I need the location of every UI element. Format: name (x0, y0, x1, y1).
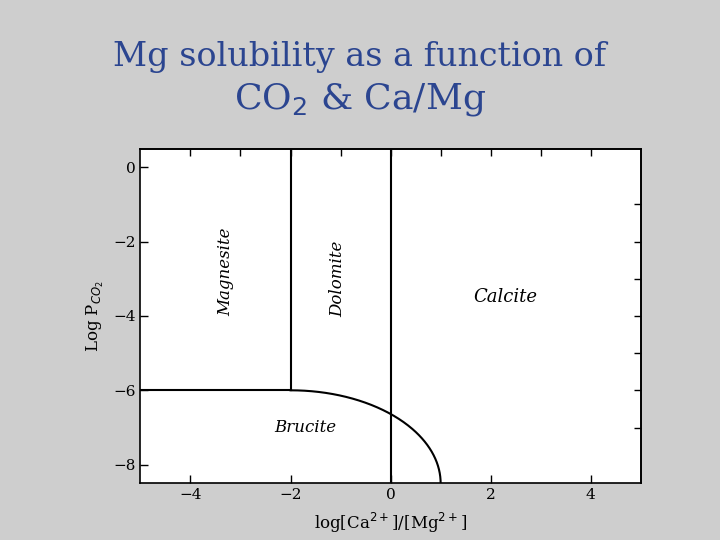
Text: CO$_2$ & Ca/Mg: CO$_2$ & Ca/Mg (234, 82, 486, 118)
Y-axis label: Log P$_{CO_2}$: Log P$_{CO_2}$ (85, 280, 106, 352)
X-axis label: log[Ca$^{2+}$]/[Mg$^{2+}$]: log[Ca$^{2+}$]/[Mg$^{2+}$] (314, 510, 467, 535)
Text: Magnesite: Magnesite (217, 227, 234, 315)
Text: Calcite: Calcite (474, 288, 538, 306)
Text: Brucite: Brucite (274, 419, 336, 436)
Text: Dolomite: Dolomite (330, 240, 346, 317)
Text: Mg solubility as a function of: Mg solubility as a function of (114, 40, 606, 73)
